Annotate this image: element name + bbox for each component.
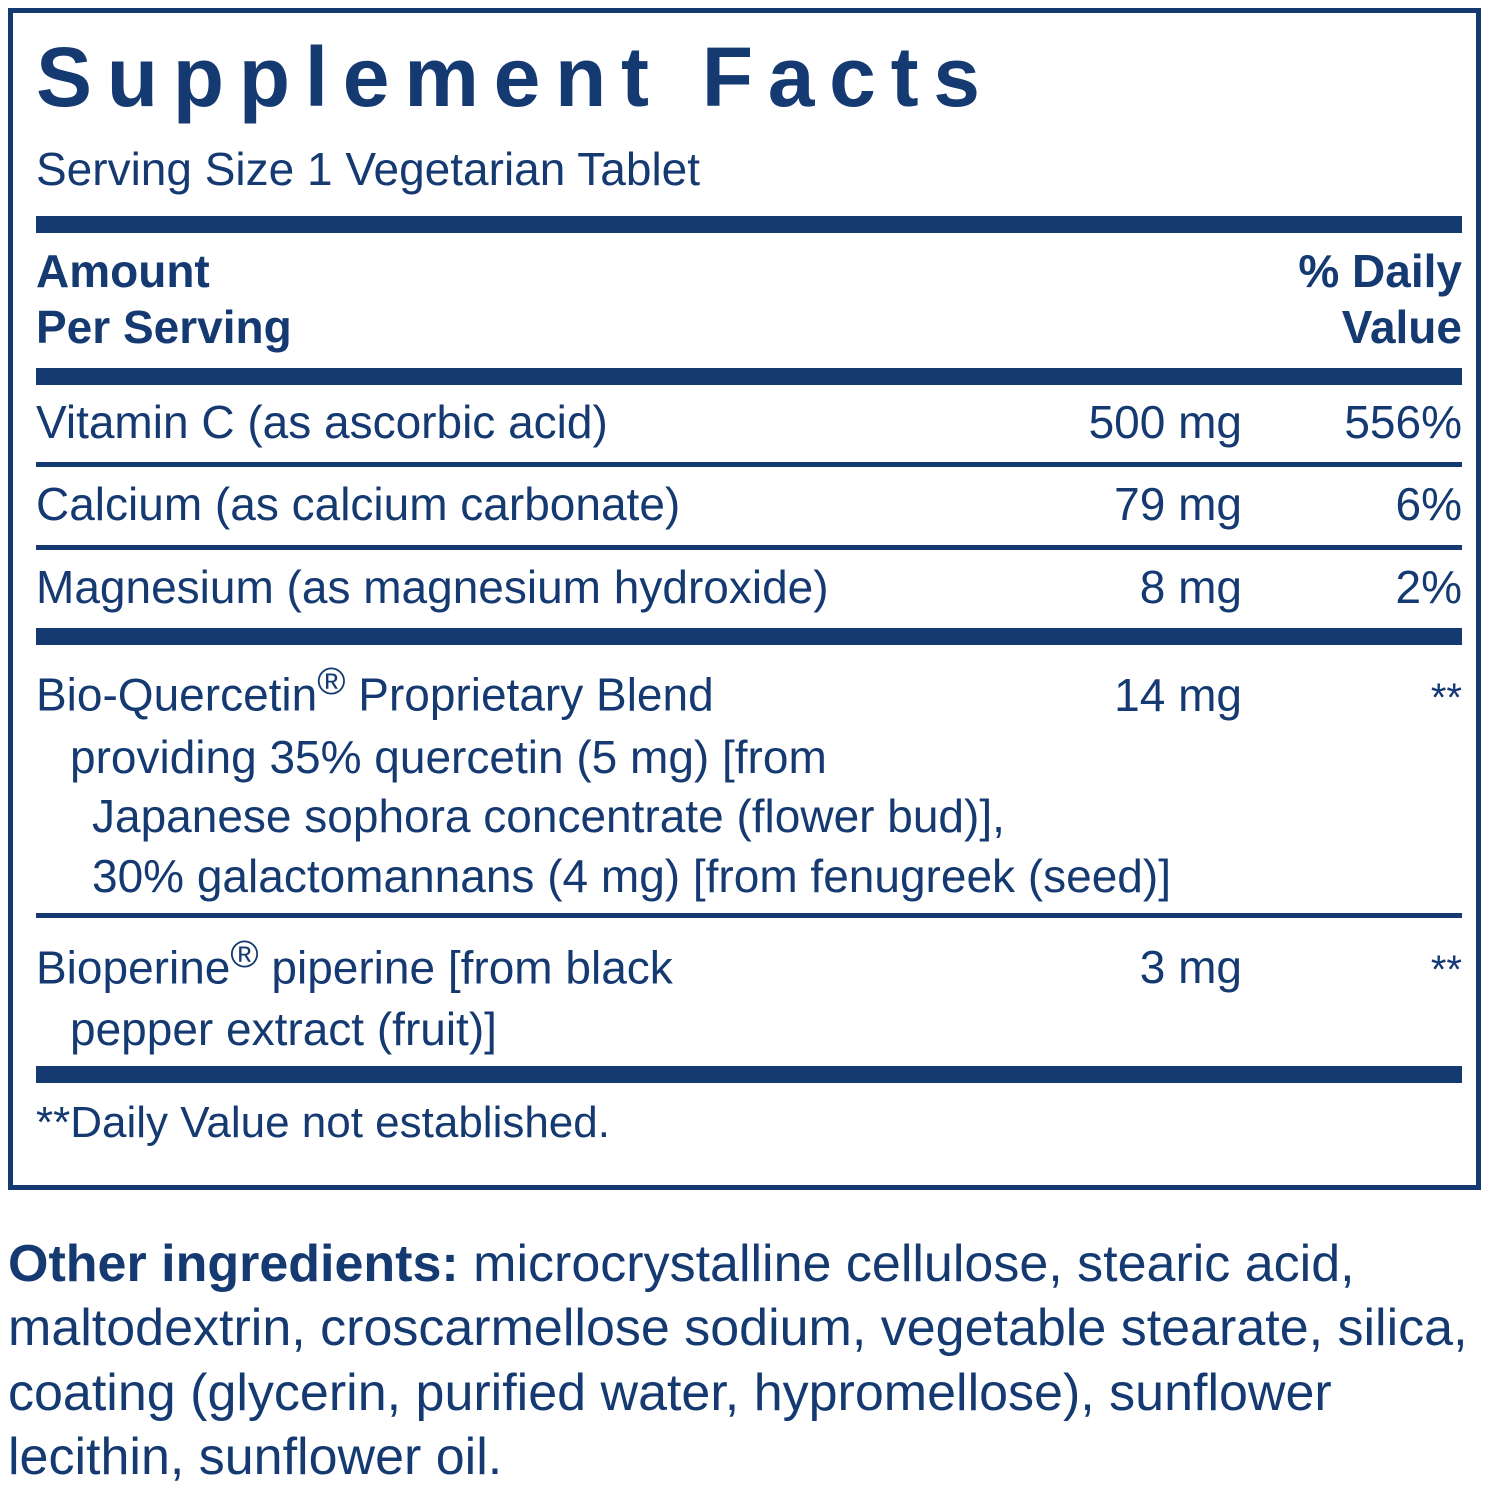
nutrient-name: Magnesium (as magnesium hydroxide)	[36, 561, 829, 614]
table-row-blend: Bio-Quercetin® Proprietary Blend 14 mg *…	[36, 645, 1462, 913]
nutrient-daily-value: 6%	[1395, 478, 1462, 531]
blend-name: Bioperine® piperine [from black	[36, 930, 972, 998]
dv-header-line1: % Daily	[1298, 245, 1462, 298]
blend-name: Bio-Quercetin® Proprietary Blend	[36, 657, 972, 725]
amount-per-serving-header: Amount Per Serving	[36, 243, 292, 355]
serving-size-text: Serving Size 1 Vegetarian Tablet	[36, 143, 701, 195]
blend-name-main: Bio-Quercetin	[36, 668, 318, 721]
nutrient-daily-value: 2%	[1395, 561, 1462, 614]
daily-value-header: % Daily Value	[1298, 243, 1462, 355]
amount-header-line2: Per Serving	[36, 301, 292, 354]
blend-amount: 3 mg	[1139, 941, 1242, 994]
other-ingredients-text: microcrystalline cellulose, stearic acid…	[8, 1235, 1468, 1487]
blend-daily-value: **	[1430, 675, 1462, 720]
table-row-blend: Bioperine® piperine [from black 3 mg ** …	[36, 918, 1462, 1066]
supplement-facts-panel: Supplement Facts Serving Size 1 Vegetari…	[8, 8, 1481, 1190]
nutrient-daily-value: 556%	[1344, 395, 1462, 448]
table-row: Magnesium (as magnesium hydroxide) 8 mg …	[36, 550, 1462, 628]
blend-amount: 14 mg	[1114, 668, 1242, 721]
footnote-text: **Daily Value not established.	[36, 1097, 610, 1147]
registered-trademark-icon: ®	[317, 660, 346, 704]
blend-daily-value: **	[1430, 948, 1462, 993]
divider-thick-blend	[36, 628, 1462, 646]
divider-thin	[36, 462, 1462, 468]
dv-header-line2: Value	[1341, 301, 1462, 354]
divider-thin	[36, 912, 1462, 918]
nutrient-amount: 79 mg	[1114, 478, 1242, 531]
table-row: Calcium (as calcium carbonate) 79 mg 6%	[36, 467, 1462, 545]
divider-thick-top	[36, 216, 1462, 234]
page-title: Supplement Facts	[36, 30, 995, 124]
blend-top-line: Bioperine® piperine [from black 3 mg **	[36, 930, 1462, 998]
panel-inner: Supplement Facts Serving Size 1 Vegetari…	[36, 13, 1462, 1185]
amount-header-line1: Amount	[36, 245, 210, 298]
blend-description-line: Japanese sophora concentrate (flower bud…	[92, 790, 1005, 843]
divider-thick-header	[36, 367, 1462, 385]
blend-name-rest: Proprietary Blend	[345, 668, 714, 721]
divider-thin	[36, 545, 1462, 551]
table-row: Vitamin C (as ascorbic acid) 500 mg 556%	[36, 385, 1462, 463]
divider-thick-footnote	[36, 1065, 1462, 1083]
blend-description-line: pepper extract (fruit)]	[70, 1003, 497, 1056]
blend-description: providing 35% quercetin (5 mg) [from Jap…	[36, 726, 1462, 907]
blend-description-line: 30% galactomannans (4 mg) [from fenugree…	[92, 850, 1171, 903]
registered-trademark-icon: ®	[230, 932, 259, 976]
blend-name-main: Bioperine	[36, 941, 231, 994]
blend-description: pepper extract (fruit)]	[36, 998, 1462, 1060]
blend-name-rest: piperine [from black	[258, 941, 673, 994]
other-ingredients-label: Other ingredients:	[8, 1235, 459, 1293]
nutrient-name: Calcium (as calcium carbonate)	[36, 478, 681, 531]
nutrient-amount: 8 mg	[1139, 561, 1242, 614]
table-header-row: Amount Per Serving % Daily Value	[36, 233, 1462, 367]
nutrient-amount: 500 mg	[1088, 395, 1242, 448]
other-ingredients-section: Other ingredients: microcrystalline cell…	[8, 1232, 1468, 1490]
nutrient-name: Vitamin C (as ascorbic acid)	[36, 395, 608, 448]
blend-description-line: providing 35% quercetin (5 mg) [from	[70, 730, 827, 783]
blend-top-line: Bio-Quercetin® Proprietary Blend 14 mg *…	[36, 657, 1462, 725]
